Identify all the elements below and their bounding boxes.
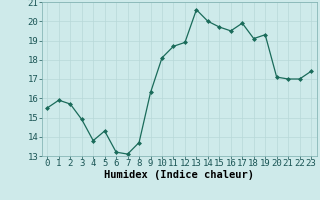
X-axis label: Humidex (Indice chaleur): Humidex (Indice chaleur)	[104, 170, 254, 180]
